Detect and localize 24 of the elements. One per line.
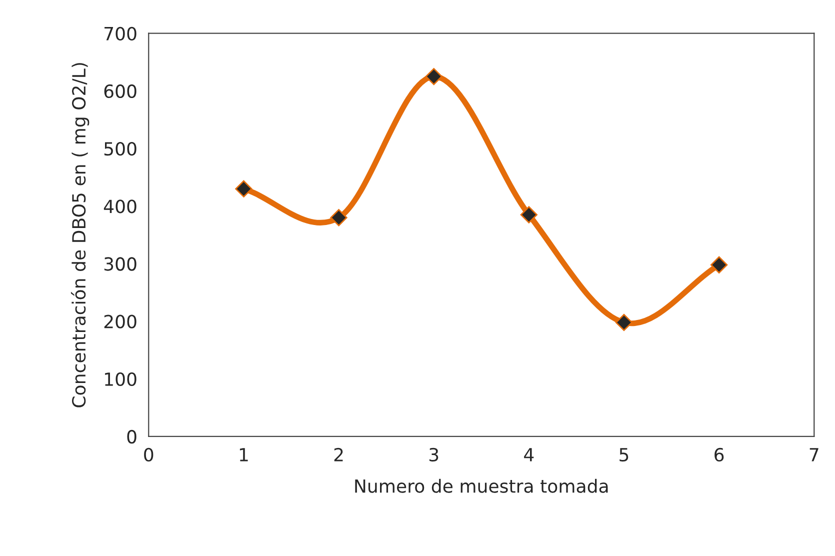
x-tick-label: 6 [714, 448, 724, 462]
x-tick-label: 4 [524, 448, 534, 462]
x-tick-label: 2 [334, 448, 343, 462]
x-tick-label: 1 [240, 448, 248, 462]
y-tick-label: 700 [104, 26, 136, 40]
x-tick-label: 5 [620, 448, 628, 462]
x-axis-title: Numero de muestra tomada [355, 478, 608, 493]
x-tick-label: 3 [429, 448, 438, 462]
x-tick-label: 0 [144, 448, 154, 462]
y-tick-label: 0 [127, 430, 136, 444]
point [330, 209, 348, 226]
y-tick-label: 400 [104, 200, 136, 214]
y-tick-label: 600 [104, 84, 136, 98]
point [235, 180, 252, 198]
x-tick-label: 7 [810, 448, 818, 462]
point [710, 256, 728, 274]
point [425, 68, 442, 86]
y-tick-label: 100 [105, 372, 136, 386]
y-tick-label: 500 [104, 142, 136, 156]
point [520, 206, 538, 224]
y-tick-label: 200 [104, 314, 136, 328]
y-tick-label: 300 [104, 257, 136, 271]
point [615, 314, 633, 331]
y-axis-title: Concentración de DBO5 en ( mg O2/L) [70, 63, 90, 408]
